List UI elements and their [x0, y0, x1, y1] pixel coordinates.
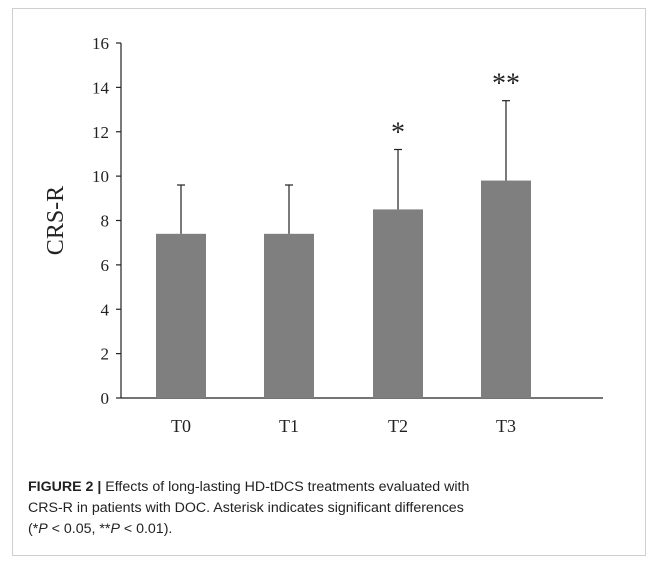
caption-text-3b: < 0.05, **: [47, 521, 111, 537]
caption-p-symbol-1: P: [38, 521, 48, 537]
y-tick-label: 10: [92, 167, 109, 186]
y-tick-label: 16: [92, 34, 109, 53]
bar-T1: [264, 233, 314, 398]
bar-chart: 0 2 4 6 8 10 12 14 16 CRS-R T0 T1 T2 * T3 **: [13, 9, 645, 449]
caption-text-3a: (*: [28, 521, 39, 537]
caption-text-1: Effects of long-lasting HD-tDCS treatmen…: [101, 479, 470, 495]
caption-line-1: FIGURE 2 | Effects of long-lasting HD-tD…: [28, 477, 628, 498]
y-tick-label: 14: [92, 78, 110, 97]
caption-line-3: (*P < 0.05, **P < 0.01).: [28, 519, 628, 540]
x-tick-label-T2: T2: [388, 416, 408, 436]
x-tick-label-T1: T1: [279, 416, 299, 436]
y-tick-label: 2: [101, 345, 110, 364]
y-tick-label: 0: [101, 389, 110, 408]
caption-label: FIGURE 2 |: [28, 479, 102, 495]
significance-marker-T3: **: [492, 69, 520, 100]
y-tick-label: 8: [101, 212, 110, 231]
bar-T0: [156, 233, 206, 398]
figure-caption: FIGURE 2 | Effects of long-lasting HD-tD…: [28, 477, 628, 540]
figure-frame: 0 2 4 6 8 10 12 14 16 CRS-R T0 T1 T2 * T3 ** FIGURE 2 |…: [12, 8, 646, 556]
x-tick-label-T0: T0: [171, 416, 191, 436]
chart-svg: 0 2 4 6 8 10 12 14 16 CRS-R T0 T1 T2 * T3 **: [43, 34, 603, 436]
y-tick-label: 6: [101, 256, 110, 275]
y-tick-label: 4: [101, 300, 110, 319]
caption-p-symbol-2: P: [110, 521, 120, 537]
bar-T3: [481, 180, 531, 398]
significance-marker-T2: *: [391, 118, 405, 149]
caption-text-3c: < 0.01).: [119, 521, 173, 537]
y-tick-label: 12: [92, 123, 109, 142]
x-tick-label-T3: T3: [496, 416, 516, 436]
caption-line-2: CRS-R in patients with DOC. Asterisk ind…: [28, 500, 464, 516]
bar-T2: [373, 209, 423, 398]
y-axis-title: CRS-R: [43, 186, 69, 255]
